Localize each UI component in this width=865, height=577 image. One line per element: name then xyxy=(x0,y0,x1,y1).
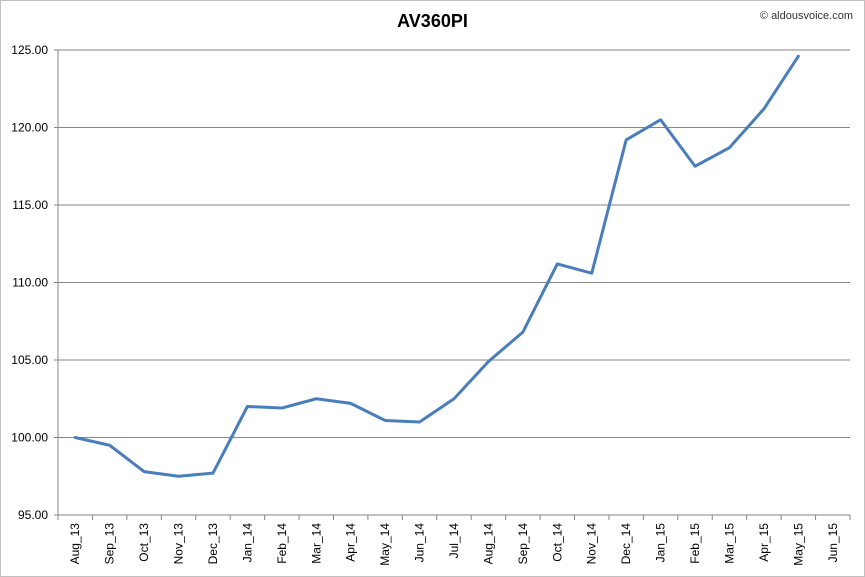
x-tick-label: Feb_14 xyxy=(275,523,289,564)
x-tick-label: Nov_13 xyxy=(172,523,186,565)
x-tick-label: Sep_13 xyxy=(103,523,117,565)
x-tick-label: Apr_15 xyxy=(757,523,771,562)
x-tick-label: Oct_14 xyxy=(550,523,564,562)
x-tick-label: Mar_15 xyxy=(722,523,736,564)
chart-title: AV360PI xyxy=(397,11,468,31)
y-tick-label: 125.00 xyxy=(11,43,48,57)
x-tick-label: Jun_15 xyxy=(826,523,840,563)
gridlines xyxy=(58,49,850,516)
x-tick-label: Aug_13 xyxy=(68,523,82,565)
x-tick-label: Feb_15 xyxy=(688,523,702,564)
y-tick-label: 100.00 xyxy=(11,431,48,445)
x-tick-label: Nov_14 xyxy=(585,523,599,565)
x-tick-label: May_14 xyxy=(378,523,392,566)
x-tick-label: Jan_14 xyxy=(240,523,254,563)
axes xyxy=(54,49,851,520)
x-tick-label: Apr_14 xyxy=(344,523,358,562)
y-tick-label: 115.00 xyxy=(12,198,48,212)
x-tick-label: Dec_13 xyxy=(206,523,220,565)
x-tick-label: Dec_14 xyxy=(619,523,633,565)
series-line-0 xyxy=(73,54,800,478)
x-tick-label: May_15 xyxy=(791,523,805,566)
x-tick-label: Jan_15 xyxy=(654,523,668,563)
y-tick-label: 120.00 xyxy=(11,121,48,135)
y-tick-label: 105.00 xyxy=(11,353,48,367)
y-tick-label: 95.00 xyxy=(18,508,48,522)
series-group xyxy=(73,54,800,478)
x-tick-label: Mar_14 xyxy=(309,523,323,564)
x-tick-label: Jun_14 xyxy=(413,523,427,563)
x-tick-label: Aug_14 xyxy=(481,523,495,565)
x-tick-label: Oct_13 xyxy=(137,523,151,562)
watermark-text: © aldousvoice.com xyxy=(759,10,853,22)
y-axis-ticks: 95.00 100.00 105.00 110.00 115.00 120.00 125.0… xyxy=(11,43,48,522)
x-axis-ticks: Aug_13 Sep_13 Oct_13 Nov_13 Dec_13 Jan_14 Feb_… xyxy=(68,523,840,566)
x-tick-label: Jul_14 xyxy=(447,523,461,559)
y-tick-label: 110.00 xyxy=(12,276,48,290)
x-tick-label: Sep_14 xyxy=(516,523,530,565)
